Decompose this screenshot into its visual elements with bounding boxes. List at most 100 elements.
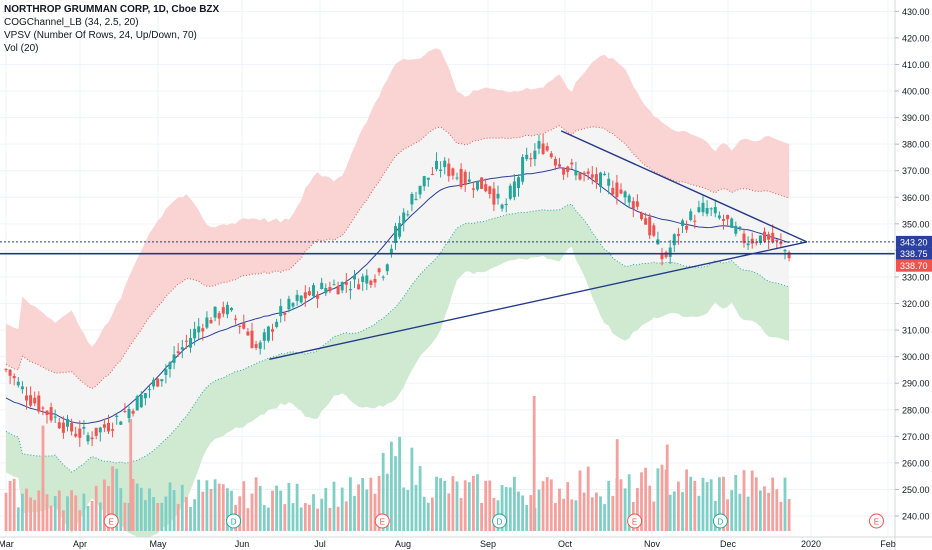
volume-bar <box>144 500 147 531</box>
candle-body <box>143 393 147 399</box>
candle-body <box>787 252 791 259</box>
volume-bar <box>467 482 471 531</box>
candle-body <box>500 204 504 209</box>
volume-bar <box>402 487 406 531</box>
candle-body <box>722 219 725 221</box>
volume-bar <box>722 476 725 531</box>
legend-cog-channel[interactable]: COGChannel_LB (34, 2.5, 20) <box>4 17 139 28</box>
time-tick-label: 2020 <box>801 539 821 549</box>
volume-bar <box>529 495 533 531</box>
legend-vpsv[interactable]: VPSV (Number Of Rows, 24, Up/Down, 70) <box>4 30 197 41</box>
candle-body <box>484 184 488 192</box>
volume-bar <box>221 484 225 531</box>
candle-body <box>164 369 168 375</box>
volume-bar <box>156 503 160 531</box>
candle-body <box>119 421 123 425</box>
candle-body <box>439 169 443 171</box>
volume-bar <box>217 483 221 531</box>
volume-bar <box>238 496 242 531</box>
volume-bar <box>390 441 393 531</box>
volume-bar <box>127 503 131 531</box>
candle-body <box>12 376 16 379</box>
volume-bar <box>295 483 299 531</box>
volume-bar <box>57 490 61 531</box>
event-marker-label: D <box>497 518 503 527</box>
event-marker-label: E <box>632 518 637 527</box>
candle-body <box>480 177 484 189</box>
candle-body <box>205 317 209 328</box>
volume-bar <box>476 474 479 531</box>
volume-bar <box>525 504 529 531</box>
badge-level-upper-bg <box>896 235 932 248</box>
volume-bar <box>574 500 578 531</box>
candle-body <box>517 177 520 189</box>
candle-body <box>115 415 119 417</box>
candle-body <box>603 173 607 176</box>
candle-body <box>336 285 340 295</box>
volume-bar <box>504 487 508 531</box>
candle-body <box>250 330 254 349</box>
candle-body <box>767 234 771 240</box>
volume-bar <box>148 488 151 531</box>
volume-bar <box>344 501 348 531</box>
candle-body <box>324 288 328 294</box>
candle-body <box>107 423 110 432</box>
volume-bar <box>484 480 488 531</box>
badge-last-price-bg <box>896 259 932 272</box>
time-axis[interactable]: Mar Apr May Jun Jul Aug Sep Oct Nov Dec 2020 Feb <box>0 539 896 549</box>
event-marker-circle <box>374 513 390 529</box>
event-marker-circle <box>712 513 728 529</box>
candle-body <box>566 166 570 172</box>
candle-body <box>168 362 172 370</box>
time-tick-label: Feb <box>880 539 896 549</box>
volume-bar <box>275 485 278 531</box>
candle-body <box>94 427 98 436</box>
volume-bar <box>37 490 41 531</box>
volume-bar <box>422 496 426 531</box>
volume-bar <box>677 481 680 531</box>
price-tick-label: 370.00 <box>902 166 930 176</box>
volume-bar <box>115 468 119 531</box>
candle-body <box>422 176 426 187</box>
volume-bar <box>672 491 676 531</box>
volume-bar <box>365 489 369 531</box>
event-marker-label: E <box>109 518 114 527</box>
candle-body <box>82 427 86 429</box>
candle-body <box>681 220 684 226</box>
time-tick-label: Aug <box>395 539 411 549</box>
volume-bar <box>775 489 779 531</box>
candle-body <box>213 306 217 318</box>
legend-volume[interactable]: Vol (20) <box>4 43 39 54</box>
candle-body <box>209 320 213 324</box>
volume-bar <box>545 477 549 531</box>
volume-bar <box>21 493 24 531</box>
lower-band <box>6 204 790 538</box>
candle-body <box>615 182 619 198</box>
event-marker-circle <box>103 513 119 529</box>
volume-bar <box>759 490 762 531</box>
price-tick-label: 310.00 <box>902 326 930 336</box>
candle-body <box>389 248 393 253</box>
volume-bar <box>656 468 660 531</box>
candle-body <box>672 234 676 246</box>
candle-body <box>512 181 516 198</box>
time-tick-label: Jul <box>314 539 326 549</box>
volume-bar <box>78 510 82 531</box>
candle-body <box>279 306 283 317</box>
volume-bar <box>74 495 78 531</box>
price-tick-label: 410.00 <box>902 60 930 70</box>
volume-bar <box>718 477 721 531</box>
candle-body <box>713 207 717 214</box>
volume-bar <box>312 494 315 531</box>
volume-bar <box>308 504 311 531</box>
legend-title[interactable]: NORTHROP GRUMMAN CORP, 1D, Cboe BZX <box>4 4 220 15</box>
candle-body <box>340 282 344 291</box>
candle-body <box>443 160 447 168</box>
candle-body <box>361 276 365 282</box>
candle-body <box>172 354 176 363</box>
volume-bar <box>254 477 258 531</box>
candle-body <box>66 418 69 427</box>
volume-bar <box>8 481 12 531</box>
